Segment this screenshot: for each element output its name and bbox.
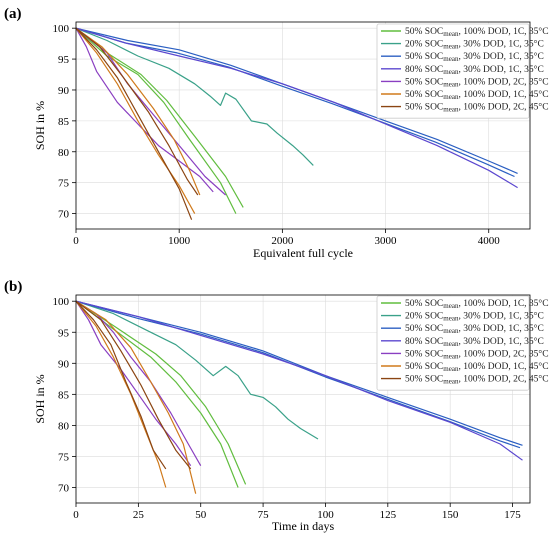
series-line-1 [75,300,247,485]
legend: 50% SOCmean, 100% DOD, 1C, 35°C20% SOCme… [376,23,549,119]
legend-box [376,295,530,391]
legend-entry: 50% SOCmean, 30% DOD, 1C, 35°C [405,51,544,63]
series-line-2 [75,27,314,166]
y-tick-label: 75 [58,451,70,463]
panel-label: (b) [4,279,22,295]
series-line-5 [75,300,523,461]
legend-entry: 20% SOCmean, 30% DOD, 1C, 35°C [405,311,544,323]
series-line-6 [75,300,192,467]
y-tick-label: 85 [58,389,70,401]
y-tick-label: 90 [58,85,70,97]
legend-entry: 50% SOCmean, 100% DOD, 1C, 35°C [405,26,549,38]
axes-frame [75,294,531,504]
series-line-5 [75,27,518,189]
x-axis-label: Equivalent full cycle [253,246,353,260]
series-line-11 [75,300,192,470]
x-tick-label: 100 [317,509,334,521]
axes-frame [75,21,531,230]
y-tick-label: 80 [58,420,70,432]
x-tick-label: 50 [195,509,207,521]
series-line-10 [75,300,167,470]
series-line-4 [75,27,515,178]
y-axis-label: SOH in % [33,374,47,423]
x-tick-label: 75 [258,509,270,521]
y-tick-label: 70 [58,209,70,221]
panel-b: (b)0 25 50 75 100 125 150 175707580859095100Tim… [4,279,549,533]
series-line-7 [75,300,202,466]
legend-entry: 80% SOCmean, 30% DOD, 1C, 35°C [405,64,544,76]
legend-box [376,23,530,119]
series-line-9 [75,27,201,196]
y-tick-label: 80 [58,147,70,159]
x-tick-label: 175 [504,509,521,521]
y-tick-label: 90 [58,358,70,370]
series-line-2 [75,300,319,440]
x-tick-label: 150 [442,509,459,521]
legend: 50% SOCmean, 100% DOD, 1C, 35°C20% SOCme… [376,295,549,391]
y-tick-label: 70 [58,482,70,494]
x-tick-label: 2000 [271,235,294,247]
series-line-9 [75,300,197,494]
legend-entry: 50% SOCmean, 100% DOD, 1C, 45°C [405,89,549,101]
x-tick-label: 0 [73,509,79,521]
y-tick-label: 95 [58,327,70,339]
y-tick-label: 95 [58,54,70,66]
x-tick-label: 0 [73,235,79,247]
y-axis-label: SOH in % [33,101,47,150]
x-tick-label: 3000 [375,235,398,247]
legend-entry: 50% SOCmean, 100% DOD, 1C, 35°C [405,298,549,310]
x-axis-label: Time in days [272,519,335,533]
legend-entry: 50% SOCmean, 100% DOD, 2C, 35°C [405,76,549,88]
x-tick-label: 125 [380,509,397,521]
legend-entry: 50% SOCmean, 100% DOD, 1C, 45°C [405,361,549,373]
y-tick-label: 100 [53,296,70,308]
legend-entry: 50% SOCmean, 100% DOD, 2C, 45°C [405,374,549,386]
panel-label: (a) [4,6,22,22]
legend-entry: 50% SOCmean, 100% DOD, 2C, 35°C [405,348,549,360]
series-line-4 [75,300,521,449]
panel-a: (a) 0 1000 2000 3000 4000 70 75 80 85 90 95 100 Equiv… [4,6,549,260]
series-line-6 [75,27,214,193]
x-tick-label: 1000 [168,235,191,247]
y-tick-label: 100 [53,23,70,35]
series-line-10 [75,27,193,220]
y-tick-label: 85 [58,116,70,128]
series-line-8 [75,27,196,214]
legend-entry: 20% SOCmean, 30% DOD, 1C, 35°C [405,39,544,51]
legend-entry: 50% SOCmean, 100% DOD, 2C, 45°C [405,102,549,114]
series-line-11 [75,27,199,196]
legend-entry: 80% SOCmean, 30% DOD, 1C, 35°C [405,336,544,348]
x-tick-label: 4000 [478,235,501,247]
x-tick-label: 25 [133,509,145,521]
legend-entry: 50% SOCmean, 30% DOD, 1C, 35°C [405,323,544,335]
y-tick-label: 75 [58,178,70,190]
